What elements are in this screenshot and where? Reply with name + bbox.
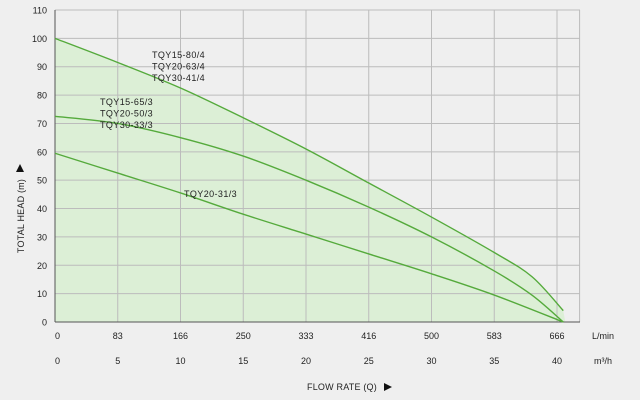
x-tick-label-primary: 583 <box>487 331 502 341</box>
x-tick-label-secondary: 20 <box>301 356 311 366</box>
series-line-2 <box>54 115 564 323</box>
y-tick-label: 50 <box>37 176 47 186</box>
series-label: TQY30-41/4 <box>152 73 205 83</box>
x-unit-secondary: m³/h <box>594 356 612 366</box>
series-label: TQY20-63/4 <box>152 62 205 72</box>
x-tick-label-primary: 500 <box>424 331 439 341</box>
x-tick-label-secondary: 10 <box>175 356 185 366</box>
x-axis-title: FLOW RATE (Q) <box>307 382 377 392</box>
x-tick-label-primary: 83 <box>113 331 123 341</box>
series-label: TQY15-65/3 <box>100 97 153 107</box>
x-tick-label-secondary: 40 <box>552 356 562 366</box>
y-tick-label: 20 <box>37 261 47 271</box>
y-tick-label: 60 <box>37 147 47 157</box>
x-tick-label-secondary: 5 <box>115 356 120 366</box>
x-axis-arrow-icon <box>384 383 392 391</box>
x-tick-label-primary: 166 <box>173 331 188 341</box>
y-tick-label: 40 <box>37 204 47 214</box>
y-axis-arrow-icon <box>16 164 24 172</box>
y-tick-label: 10 <box>37 289 47 299</box>
y-tick-label: 0 <box>42 318 47 328</box>
y-tick-label: 70 <box>37 119 47 129</box>
y-axis-title: TOTAL HEAD (m) <box>16 179 26 253</box>
series-label: TQY30-33/3 <box>100 120 153 130</box>
y-tick-label: 100 <box>32 34 47 44</box>
x-unit-primary: L/min <box>592 331 614 341</box>
x-tick-label-secondary: 30 <box>426 356 436 366</box>
x-tick-label-primary: 416 <box>361 331 376 341</box>
chart-grid <box>54 9 581 323</box>
x-tick-label-primary: 333 <box>298 331 313 341</box>
x-tick-label-secondary: 0 <box>55 356 60 366</box>
y-tick-label: 90 <box>37 62 47 72</box>
x-tick-label-secondary: 15 <box>238 356 248 366</box>
x-tick-label-primary: 666 <box>549 331 564 341</box>
x-tick-label-secondary: 35 <box>489 356 499 366</box>
x-tick-label-secondary: 25 <box>364 356 374 366</box>
series-label: TQY20-31/3 <box>184 189 237 199</box>
x-tick-label-primary: 250 <box>236 331 251 341</box>
series-label: TQY15-80/4 <box>152 50 205 60</box>
x-tick-label-primary: 0 <box>55 331 60 341</box>
series-line-3 <box>54 152 564 323</box>
series-label: TQY20-50/3 <box>100 109 153 119</box>
series-line-1 <box>54 37 564 312</box>
y-tick-label: 30 <box>37 232 47 242</box>
chart-series-lines <box>54 37 564 323</box>
y-tick-label: 110 <box>33 6 47 16</box>
y-tick-label: 80 <box>37 91 47 101</box>
